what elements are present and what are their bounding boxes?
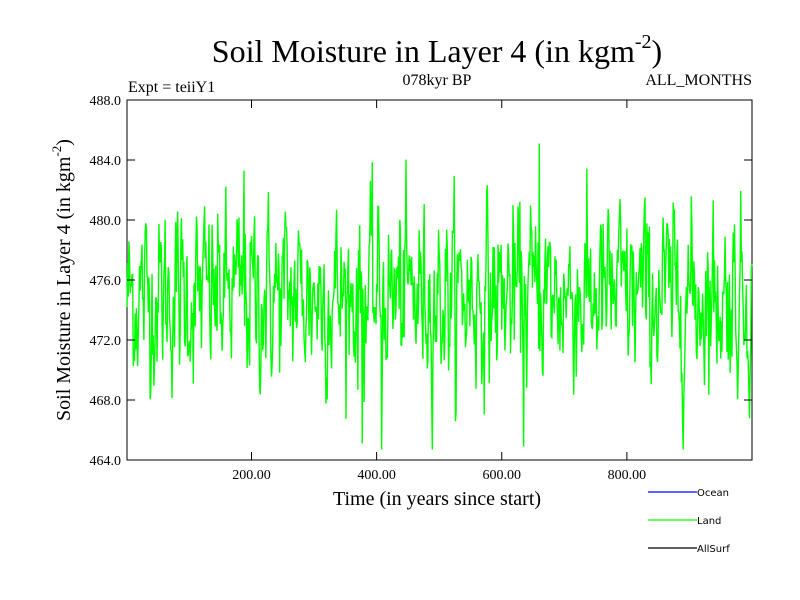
chart-title: Soil Moisture in Layer 4 (in kgm-2)	[212, 31, 662, 69]
experiment-label: Expt = teiiY1	[128, 79, 215, 96]
x-axis: 200.00 400.00 600.00 800.00	[232, 100, 646, 483]
y-tick-label: 464.0	[90, 454, 122, 469]
y-axis-title-superscript: -2	[49, 146, 64, 157]
chart-title-close: )	[652, 33, 663, 69]
legend: Ocean Land AllSurf	[648, 488, 730, 555]
y-axis: 464.0 468.0 472.0 476.0 480.0 484.0 488.0	[90, 94, 752, 469]
x-tick-label: 600.00	[482, 468, 521, 483]
y-axis-title-close: )	[53, 139, 75, 146]
land-series-line	[126, 143, 753, 450]
x-tick-label: 800.00	[608, 468, 647, 483]
y-tick-label: 488.0	[90, 94, 122, 109]
x-tick-label: 200.00	[232, 468, 271, 483]
legend-label-land: Land	[697, 516, 721, 527]
x-axis-title: Time (in years since start)	[333, 488, 541, 510]
y-tick-label: 472.0	[90, 334, 122, 349]
legend-label-ocean: Ocean	[697, 488, 729, 499]
y-tick-label: 468.0	[90, 394, 122, 409]
y-tick-label: 476.0	[90, 274, 122, 289]
y-axis-title: Soil Moisture in Layer 4 (in kgm-2)	[49, 139, 75, 421]
y-tick-label: 484.0	[90, 154, 122, 169]
x-tick-label: 400.00	[357, 468, 396, 483]
y-tick-label: 480.0	[90, 214, 122, 229]
legend-label-allsurf: AllSurf	[697, 544, 730, 555]
chart-title-superscript: -2	[635, 31, 652, 53]
months-label: ALL_MONTHS	[645, 72, 752, 89]
period-label: 078kyr BP	[403, 72, 472, 89]
